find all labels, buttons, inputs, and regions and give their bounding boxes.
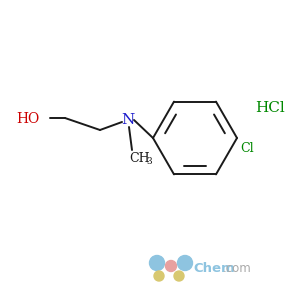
Text: CH: CH [129,152,150,164]
Text: N: N [122,113,135,127]
Circle shape [174,271,184,281]
Text: .com: .com [223,262,252,275]
Circle shape [154,271,164,281]
Circle shape [166,260,176,272]
Text: Chem: Chem [193,262,235,275]
Text: HO: HO [17,112,40,126]
Circle shape [149,256,164,271]
Text: HCl: HCl [255,101,285,115]
Text: 3: 3 [146,158,152,166]
Text: Cl: Cl [240,142,253,155]
Circle shape [178,256,193,271]
